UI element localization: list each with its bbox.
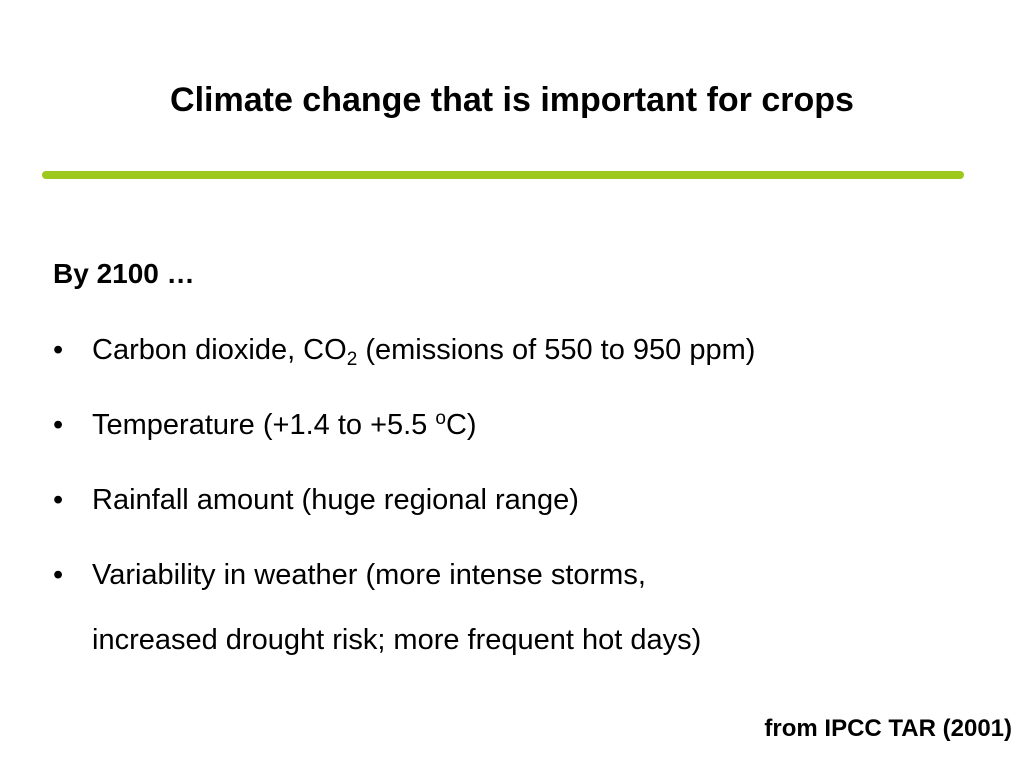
bullet-text-line-1: Variability in weather (more intense sto…: [92, 559, 646, 591]
bullet-list: • Carbon dioxide, CO2 (emissions of 550 t…: [53, 330, 993, 708]
bullet-carbon-dioxide: • Carbon dioxide, CO2 (emissions of 550 t…: [53, 330, 993, 370]
slide-title: Climate change that is important for cro…: [170, 81, 854, 119]
bullet-text: Carbon dioxide, CO: [92, 334, 347, 366]
bullet-dot-icon: •: [53, 559, 64, 591]
bullet-text: Rainfall amount (huge regional range): [92, 484, 579, 516]
subscript-2: 2: [346, 349, 358, 370]
bullet-text-line-2: increased drought risk; more frequent ho…: [92, 624, 702, 656]
title-divider: [42, 171, 964, 179]
bullet-text: (emissions of 550 to 950 ppm): [357, 334, 756, 366]
source-citation: from IPCC TAR (2001): [764, 715, 1012, 742]
bullet-dot-icon: •: [53, 484, 64, 516]
bullet-variability: • Variability in weather (more intense st…: [53, 543, 993, 673]
bullet-text: Temperature (+1.4 to +5.5: [92, 409, 436, 441]
degree-superscript: o: [435, 408, 446, 429]
bullet-dot-icon: •: [53, 334, 64, 366]
bullet-text: C): [445, 409, 477, 441]
bullet-dot-icon: •: [53, 409, 64, 441]
bullet-temperature: • Temperature (+1.4 to +5.5 oC): [53, 405, 993, 445]
bullet-rainfall: • Rainfall amount (huge regional range): [53, 480, 993, 520]
lead-text: By 2100 …: [53, 258, 195, 289]
